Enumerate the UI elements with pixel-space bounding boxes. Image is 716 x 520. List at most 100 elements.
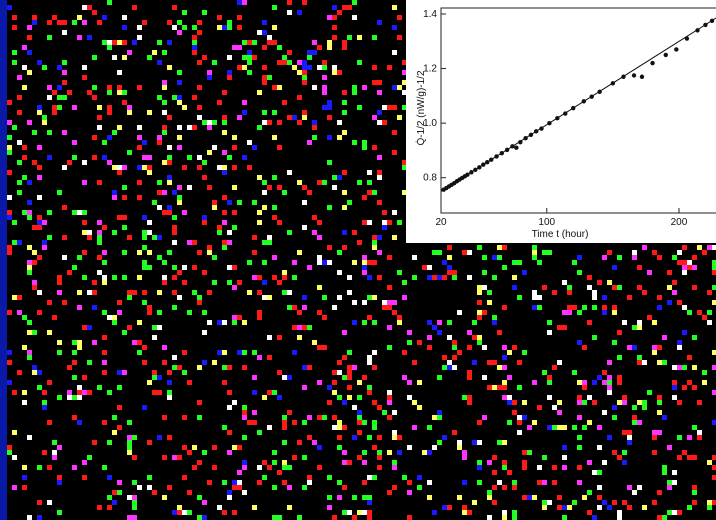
noise-pixel bbox=[167, 160, 172, 165]
noise-pixel bbox=[72, 350, 77, 355]
noise-pixel bbox=[292, 65, 297, 70]
noise-pixel bbox=[127, 290, 132, 295]
noise-pixel bbox=[697, 400, 702, 405]
noise-pixel bbox=[317, 465, 322, 470]
noise-pixel bbox=[132, 455, 137, 460]
noise-pixel bbox=[277, 395, 282, 400]
noise-pixel bbox=[577, 415, 582, 420]
noise-pixel bbox=[382, 300, 387, 305]
noise-pixel bbox=[662, 360, 667, 365]
noise-pixel bbox=[72, 155, 77, 160]
noise-pixel bbox=[132, 495, 137, 500]
noise-pixel bbox=[602, 305, 607, 310]
noise-pixel bbox=[277, 120, 282, 125]
noise-pixel bbox=[697, 430, 702, 435]
noise-pixel bbox=[472, 440, 477, 445]
noise-pixel bbox=[47, 20, 52, 25]
noise-pixel bbox=[227, 240, 232, 245]
noise-pixel bbox=[207, 250, 212, 255]
noise-pixel bbox=[692, 485, 697, 490]
noise-pixel bbox=[127, 110, 132, 115]
noise-pixel bbox=[62, 130, 67, 135]
noise-pixel bbox=[337, 270, 342, 275]
noise-pixel bbox=[292, 420, 297, 425]
noise-pixel bbox=[632, 405, 637, 410]
noise-pixel bbox=[162, 455, 167, 460]
noise-pixel bbox=[572, 305, 577, 310]
noise-pixel bbox=[262, 295, 267, 300]
noise-pixel bbox=[57, 275, 62, 280]
noise-pixel bbox=[42, 245, 47, 250]
noise-pixel bbox=[682, 260, 687, 265]
noise-pixel bbox=[437, 275, 442, 280]
noise-pixel bbox=[372, 420, 377, 425]
noise-pixel bbox=[202, 120, 207, 125]
noise-pixel bbox=[427, 450, 432, 455]
noise-pixel bbox=[317, 445, 322, 450]
noise-pixel bbox=[7, 120, 12, 125]
noise-pixel bbox=[222, 115, 227, 120]
noise-pixel bbox=[387, 450, 392, 455]
noise-pixel bbox=[7, 450, 12, 455]
noise-pixel bbox=[577, 435, 582, 440]
noise-pixel bbox=[712, 245, 716, 250]
noise-pixel bbox=[107, 495, 112, 500]
noise-pixel bbox=[622, 395, 627, 400]
noise-pixel bbox=[447, 360, 452, 365]
noise-pixel bbox=[142, 260, 147, 265]
noise-pixel bbox=[337, 370, 342, 375]
noise-pixel bbox=[97, 125, 102, 130]
noise-pixel bbox=[467, 400, 472, 405]
noise-pixel bbox=[112, 490, 117, 495]
noise-pixel bbox=[17, 310, 22, 315]
noise-pixel bbox=[572, 500, 577, 505]
noise-pixel bbox=[252, 390, 257, 395]
noise-pixel bbox=[72, 140, 77, 145]
noise-pixel bbox=[167, 65, 172, 70]
noise-pixel bbox=[87, 455, 92, 460]
noise-pixel bbox=[22, 400, 27, 405]
noise-pixel bbox=[257, 90, 262, 95]
noise-pixel bbox=[107, 90, 112, 95]
noise-pixel bbox=[367, 190, 372, 195]
noise-pixel bbox=[232, 510, 237, 515]
noise-pixel bbox=[577, 380, 582, 385]
noise-pixel bbox=[32, 285, 37, 290]
noise-pixel bbox=[492, 485, 497, 490]
noise-pixel bbox=[267, 335, 272, 340]
noise-pixel bbox=[72, 20, 77, 25]
noise-pixel bbox=[117, 70, 122, 75]
noise-pixel bbox=[197, 400, 202, 405]
noise-pixel bbox=[117, 425, 122, 430]
noise-pixel bbox=[122, 40, 127, 45]
noise-pixel bbox=[247, 40, 252, 45]
noise-pixel bbox=[642, 405, 647, 410]
noise-pixel bbox=[592, 335, 597, 340]
noise-pixel bbox=[507, 375, 512, 380]
noise-pixel bbox=[162, 360, 167, 365]
noise-pixel bbox=[332, 65, 337, 70]
noise-pixel bbox=[42, 450, 47, 455]
noise-pixel bbox=[397, 35, 402, 40]
noise-pixel bbox=[187, 310, 192, 315]
noise-pixel bbox=[377, 455, 382, 460]
noise-pixel bbox=[562, 455, 567, 460]
noise-pixel bbox=[427, 275, 432, 280]
noise-pixel bbox=[397, 85, 402, 90]
noise-pixel bbox=[177, 195, 182, 200]
noise-pixel bbox=[222, 150, 227, 155]
noise-pixel bbox=[332, 425, 337, 430]
noise-pixel bbox=[27, 215, 32, 220]
noise-pixel bbox=[227, 20, 232, 25]
noise-pixel bbox=[702, 370, 707, 375]
noise-pixel bbox=[222, 510, 227, 515]
noise-pixel bbox=[202, 330, 207, 335]
noise-pixel bbox=[377, 110, 382, 115]
noise-pixel bbox=[387, 390, 392, 395]
noise-pixel bbox=[522, 450, 527, 455]
noise-pixel bbox=[72, 395, 77, 400]
noise-pixel bbox=[477, 335, 482, 340]
noise-pixel bbox=[257, 220, 262, 225]
noise-pixel bbox=[432, 415, 437, 420]
noise-pixel bbox=[492, 385, 497, 390]
